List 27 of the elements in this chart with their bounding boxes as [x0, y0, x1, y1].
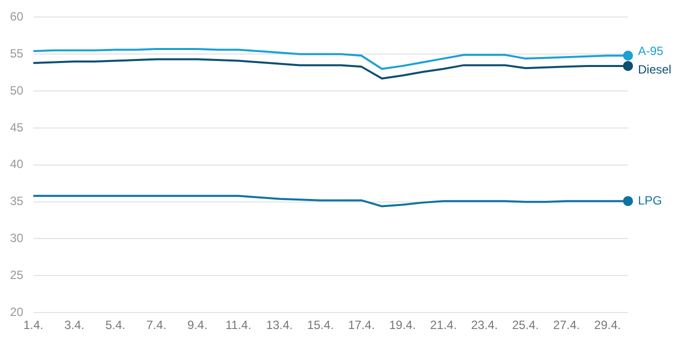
x-tick-label: 25.4. [512, 318, 539, 332]
x-tick-label: 5.4. [105, 318, 126, 332]
x-tick-label: 23.4. [471, 318, 498, 332]
x-tick-label: 13.4. [266, 318, 293, 332]
y-tick-label: 50 [10, 83, 24, 98]
y-tick-label: 25 [10, 268, 24, 282]
x-tick-label: 1.4. [23, 318, 44, 332]
series-label: A-95 [638, 44, 664, 58]
x-tick-label: 11.4. [225, 318, 252, 332]
series-label: LPG [638, 193, 662, 208]
y-tick-label: 60 [10, 10, 24, 24]
y-tick-label: 55 [10, 46, 24, 60]
x-tick-label: 3.4. [64, 318, 84, 332]
y-tick-label: 35 [10, 194, 24, 208]
x-tick-label: 7.4. [146, 318, 166, 332]
series-label: Diesel [638, 62, 672, 76]
x-tick-label: 19.4. [389, 318, 416, 332]
y-tick-label: 45 [10, 120, 24, 134]
x-tick-label: 21.4. [430, 318, 457, 332]
y-tick-label: 40 [10, 157, 24, 172]
y-tick-label: 20 [10, 304, 24, 319]
x-tick-label: 27.4. [553, 318, 580, 332]
x-tick-label: 15.4. [307, 318, 334, 332]
y-tick-label: 30 [10, 231, 24, 246]
x-tick-label: 29.4. [594, 318, 621, 332]
x-tick-label: 9.4. [187, 318, 208, 332]
x-tick-label: 17.4. [348, 318, 375, 332]
